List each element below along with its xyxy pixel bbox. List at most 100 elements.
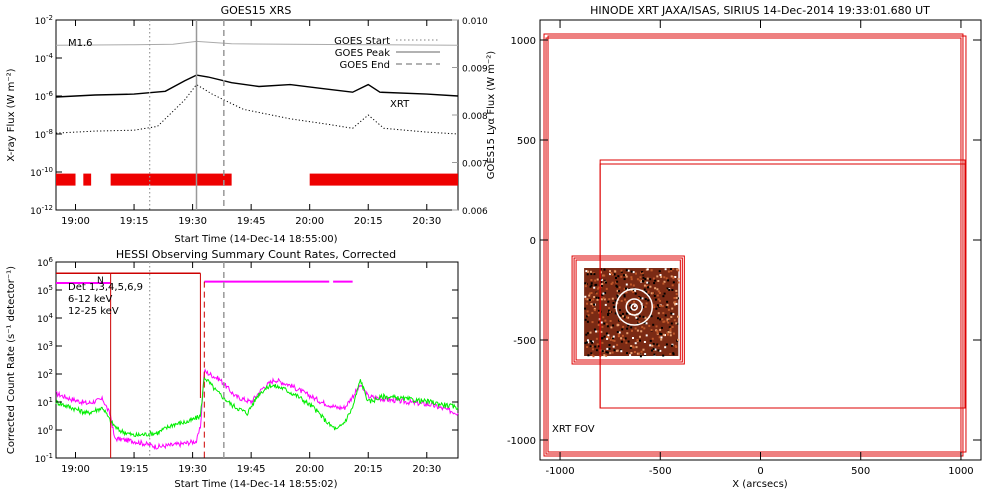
xrt-image-pixel [600,330,603,333]
xrt-image-pixel [620,275,623,278]
xrt-image-pixel [593,273,596,276]
goes-series-long [55,74,459,98]
goes-y-tick-label: 10-10 [30,166,53,179]
xrt-image-pixel [654,298,657,301]
xrt-image-pixel [677,278,680,281]
xrt-image-pixel [640,330,643,333]
xrt-image-pixel [642,348,645,351]
xrt-image-pixel [652,292,655,295]
xrt-image-pixel [624,273,627,276]
xrt-image-pixel [623,294,626,297]
hessi-y-ticks: 106 105 104 103 102 101 100 10-1 [35,256,458,465]
xrt-image-pixel [612,324,615,327]
xrt-image-pixel [619,314,622,317]
xrt-image-pixel [614,270,617,273]
xrt-image-pixel [618,331,621,334]
xrt-image-pixel [590,284,593,287]
xrt-image-pixel [584,285,587,288]
xrt-image-pixel [605,351,608,354]
xrt-image-pixel [605,332,608,335]
xrt-image-pixel [608,309,610,312]
xrt-image-pixel [615,277,617,279]
xrt-image-pixel [663,280,666,283]
xrt-image-pixel [656,343,659,346]
xrt-y-tick-label: 500 [517,136,536,147]
goes-x-tick-label: 20:00 [295,216,324,227]
xrt-image-pixel [625,291,628,294]
xrt-image-pixel [659,304,662,307]
xrt-image-pixel [610,272,613,275]
xrt-image-pixel [670,316,673,318]
xrt-image-pixel [593,309,596,312]
xrt-image-pixel [625,341,628,344]
xrt-label: XRT [390,99,410,110]
xrt-image-pixel [656,294,659,297]
legend-detectors: Det 1,3,4,5,6,9 [68,282,143,293]
xrt-image-pixel [584,282,587,285]
xrt-fov-box [543,33,964,457]
xrt-image-pixel [643,341,646,343]
xrt-image-pixel [603,274,606,277]
xrt-image-pixel [616,343,619,346]
xrt-image-pixel [605,281,607,284]
xrt-chart-title: HINODE XRT JAXA/ISAS, SIRIUS 14-Dec-2014… [590,4,930,17]
xrt-image-pixel [595,330,598,333]
xrt-image-pixel [664,346,667,349]
xrt-image-pixel [671,326,674,328]
xrt-image-pixel [609,338,612,341]
goes-y-axis-label: X-ray Flux (W m⁻²) [6,68,17,161]
xrt-image-pixel [656,332,659,335]
xrt-x-tick-label: 0 [757,466,763,477]
xrt-image-pixel [613,349,616,352]
xrt-image-pixel [630,283,632,286]
xrt-image-pixel [662,282,665,285]
xrt-image-pixel [584,318,587,321]
hessi-y-tick-label: 100 [37,424,53,437]
goes-right-y-axis-label: GOES15 Lyα Flux (W m⁻²) [486,51,497,179]
xrt-image-pixel [647,290,650,293]
xrt-image-pixel [635,316,638,319]
xrt-image-pixel [591,345,594,348]
xrt-image-pixel [604,291,607,294]
xrt-image-pixel [596,278,599,281]
xrt-image-pixel [653,353,656,356]
hessi-x-axis-label: Start Time (14-Dec-14 18:55:02) [174,479,337,490]
xrt-image-pixel [670,268,672,271]
goes-y-tick-label: 10-4 [35,52,54,65]
xrt-image-pixel [585,297,588,300]
xrt-image-pixel [653,294,656,297]
xrt-image-pixel [600,321,603,324]
xrt-image-pixel [626,352,628,355]
xrt-image-pixel [626,312,629,315]
xrt-image-pixel [662,354,665,357]
xrt-image-pixel [587,341,590,344]
xrt-image-pixel [624,337,627,340]
xrt-image-pixel [602,297,605,300]
xrt-x-ticks: -1000 -500 0 500 1000 [546,20,974,477]
xrt-image-pixel [623,278,626,281]
xrt-image-pixel [590,303,593,305]
xrt-image-pixel [636,329,639,332]
xrt-image-pixel [661,318,664,321]
xrt-image-pixel [641,272,644,275]
xrt-image-pixel [674,276,677,278]
xrt-image-pixel [674,300,677,303]
xrt-image-pixel [657,290,660,293]
goes-x-ticks: 19:00 19:15 19:30 19:45 20:00 20:15 20:30 [61,20,441,227]
xrt-image-pixel [604,303,607,306]
xrt-image-pixel [601,283,604,285]
xrt-coverage-bar [83,173,92,186]
xrt-image-pixel [595,292,598,295]
xrt-image-pixel [631,329,633,332]
xrt-image-pixel [589,270,592,273]
goes-y-tick-label: 10-2 [35,14,53,27]
xrt-flare-circle [630,303,638,311]
xrt-image-pixel [611,351,614,354]
xrt-image-pixel [586,320,589,323]
xrt-image-pixel [634,342,637,345]
xrt-image-pixel [638,315,641,318]
xrt-image-pixel [672,352,675,355]
xrt-image-pixel [607,336,610,339]
xrt-image-pixel [624,298,626,301]
xrt-image-pixel [596,343,599,346]
